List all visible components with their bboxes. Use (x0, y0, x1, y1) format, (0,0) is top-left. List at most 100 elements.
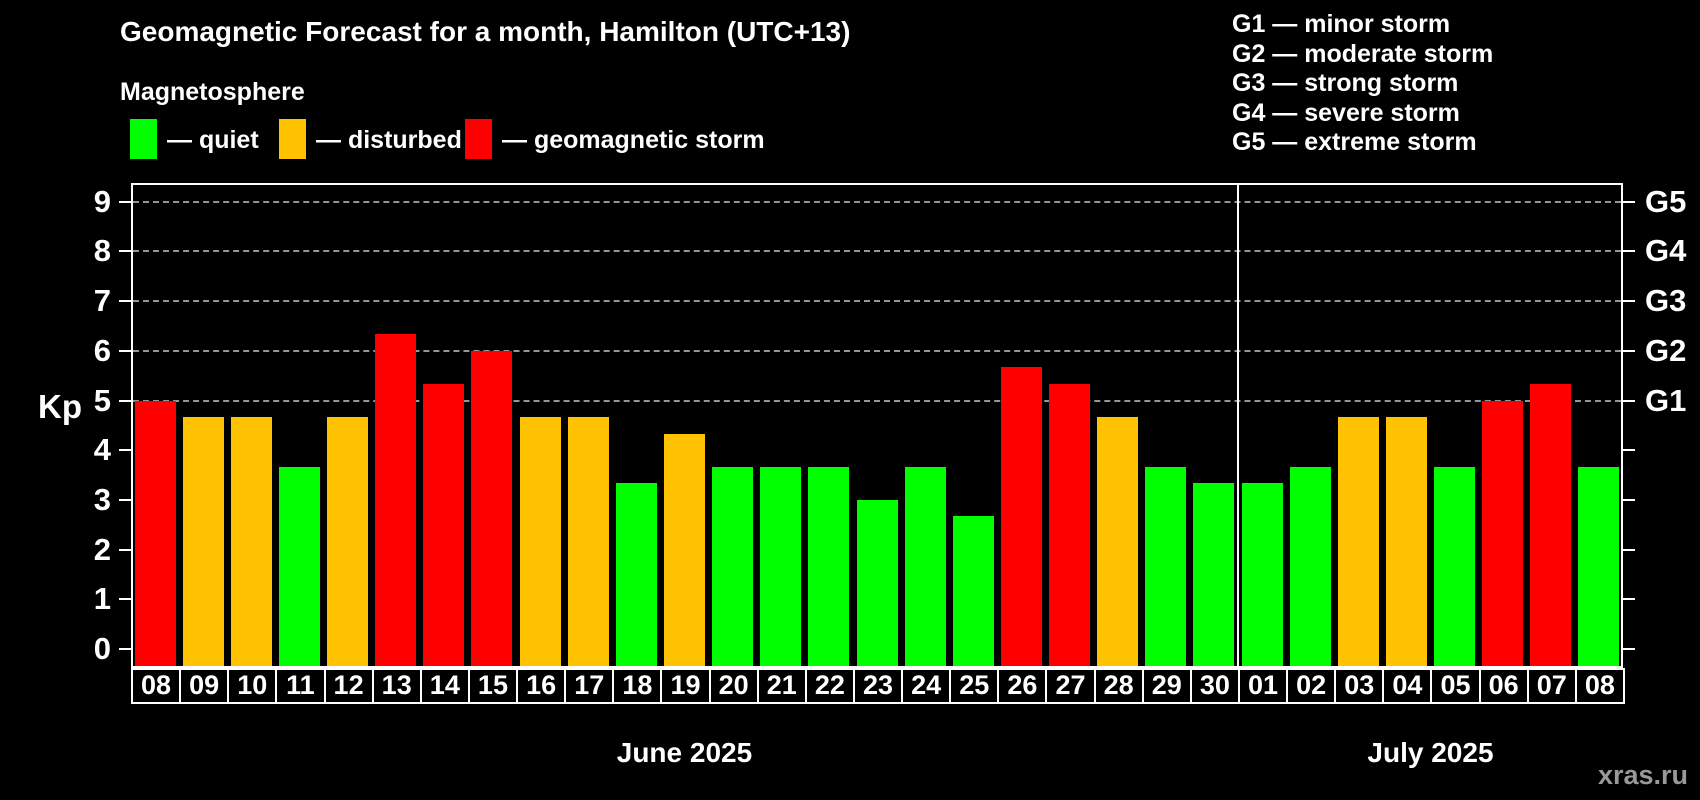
kp-bar-june-24 (904, 466, 946, 666)
y-tick-left (119, 349, 131, 352)
day-label-cell: 24 (901, 668, 952, 704)
kp-bar-july-05 (1434, 466, 1476, 666)
day-label-cell: 25 (949, 668, 1000, 704)
day-label-cell: 04 (1382, 668, 1433, 704)
y-tick-right (1623, 598, 1635, 601)
gridline-kp6 (133, 349, 1621, 352)
kp-bar-june-18 (615, 483, 657, 666)
y-tick-label-1: 1 (93, 581, 111, 617)
day-label-cell: 29 (1141, 668, 1192, 704)
kp-bar-june-20 (712, 466, 754, 666)
y-tick-right (1623, 349, 1635, 352)
day-label-cell: 08 (131, 668, 182, 704)
kp-bar-june-21 (760, 466, 802, 666)
kp-bar-june-17 (567, 416, 609, 666)
kp-bar-july-02 (1289, 466, 1331, 666)
month-separator (1236, 183, 1239, 668)
kp-bar-june-19 (663, 433, 705, 666)
y-tick-label-3: 3 (93, 481, 111, 517)
y-tick-right (1623, 498, 1635, 501)
legend-label-disturbed: — disturbed (316, 126, 462, 154)
kp-bar-july-03 (1337, 416, 1379, 666)
kp-bar-june-23 (856, 499, 898, 666)
g-axis-label-G4: G4 (1645, 233, 1687, 269)
y-tick-right (1623, 399, 1635, 402)
day-label-cell: 10 (227, 668, 278, 704)
g-axis-label-G2: G2 (1645, 332, 1687, 368)
y-tick-left (119, 498, 131, 501)
y-tick-label-5: 5 (93, 382, 111, 418)
kp-bar-june-10 (230, 416, 272, 666)
y-tick-label-0: 0 (93, 631, 111, 666)
kp-bar-july-04 (1385, 416, 1427, 666)
day-label-cell: 18 (612, 668, 663, 704)
day-label-cell: 17 (564, 668, 615, 704)
kp-bar-june-11 (278, 466, 320, 666)
day-label-cell: 22 (804, 668, 855, 704)
y-tick-left (119, 300, 131, 303)
y-tick-left (119, 548, 131, 551)
y-tick-left (119, 200, 131, 203)
chart-title: Geomagnetic Forecast for a month, Hamilt… (120, 16, 851, 47)
month-label-june: June 2025 (616, 737, 753, 768)
kp-bar-june-28 (1097, 416, 1139, 666)
g-legend-item: G5 — extreme storm (1232, 128, 1477, 156)
legend-swatch-disturbed (279, 119, 306, 159)
g-legend-item: G2 — moderate storm (1232, 39, 1494, 68)
plot-area (131, 183, 1623, 668)
kp-bar-june-13 (375, 334, 417, 666)
day-label-cell: 05 (1430, 668, 1481, 704)
legend-label-storm: — geomagnetic storm (502, 126, 765, 154)
day-label-cell: 13 (371, 668, 422, 704)
y-axis-title: Kp (38, 388, 82, 425)
kp-bar-june-25 (952, 516, 994, 666)
day-label-cell: 03 (1334, 668, 1385, 704)
kp-bar-june-27 (1049, 384, 1091, 666)
day-label-cell: 30 (1189, 668, 1240, 704)
g-legend-item: G3 — strong storm (1232, 69, 1459, 97)
day-label-cell: 19 (660, 668, 711, 704)
y-tick-label-7: 7 (93, 283, 111, 319)
y-tick-right (1623, 250, 1635, 253)
kp-bar-june-15 (471, 350, 513, 666)
month-label-july: July 2025 (1367, 737, 1494, 768)
watermark: xras.ru (1597, 760, 1688, 790)
gridline-kp9 (133, 200, 1621, 203)
gridline-kp8 (133, 250, 1621, 253)
y-tick-label-8: 8 (93, 233, 111, 269)
g-legend-item: G4 — severe storm (1232, 98, 1460, 127)
day-label-cell: 23 (852, 668, 904, 704)
day-label-cell: 21 (756, 668, 807, 704)
day-label-cell: 07 (1526, 668, 1577, 704)
day-label-cell: 08 (1574, 668, 1625, 704)
y-tick-right (1623, 200, 1635, 203)
plot-frame (131, 183, 1623, 668)
y-tick-label-4: 4 (93, 432, 111, 468)
day-label-cell: 12 (323, 668, 374, 704)
day-label-cell: 15 (467, 668, 519, 704)
y-tick-right (1623, 300, 1635, 303)
g-axis-label-G1: G1 (1645, 382, 1687, 418)
g-storm-legend: G1 — minor storm G2 — moderate storm G3 … (1232, 10, 1493, 158)
y-tick-label-6: 6 (93, 332, 111, 368)
legend-label-quiet: — quiet (167, 126, 259, 154)
day-label-cell: 28 (1093, 668, 1144, 704)
gridline-kp5 (133, 399, 1621, 402)
kp-bar-june-29 (1145, 466, 1187, 666)
kp-bar-june-30 (1193, 483, 1235, 666)
kp-bar-june-14 (423, 384, 465, 666)
g-legend-item: G1 — minor storm (1232, 10, 1451, 38)
y-tick-label-9: 9 (93, 183, 111, 219)
day-label-cell: 14 (419, 668, 470, 704)
y-tick-left (119, 399, 131, 402)
y-tick-left (119, 598, 131, 601)
kp-bar-july-01 (1241, 483, 1283, 666)
day-label-cell: 02 (1286, 668, 1337, 704)
kp-bar-june-22 (808, 466, 850, 666)
day-label-cell: 06 (1478, 668, 1529, 704)
y-tick-right (1623, 449, 1635, 452)
day-label-cell: 26 (997, 668, 1048, 704)
kp-bar-june-09 (182, 416, 224, 666)
y-tick-left (119, 250, 131, 253)
kp-bar-june-12 (327, 416, 369, 666)
